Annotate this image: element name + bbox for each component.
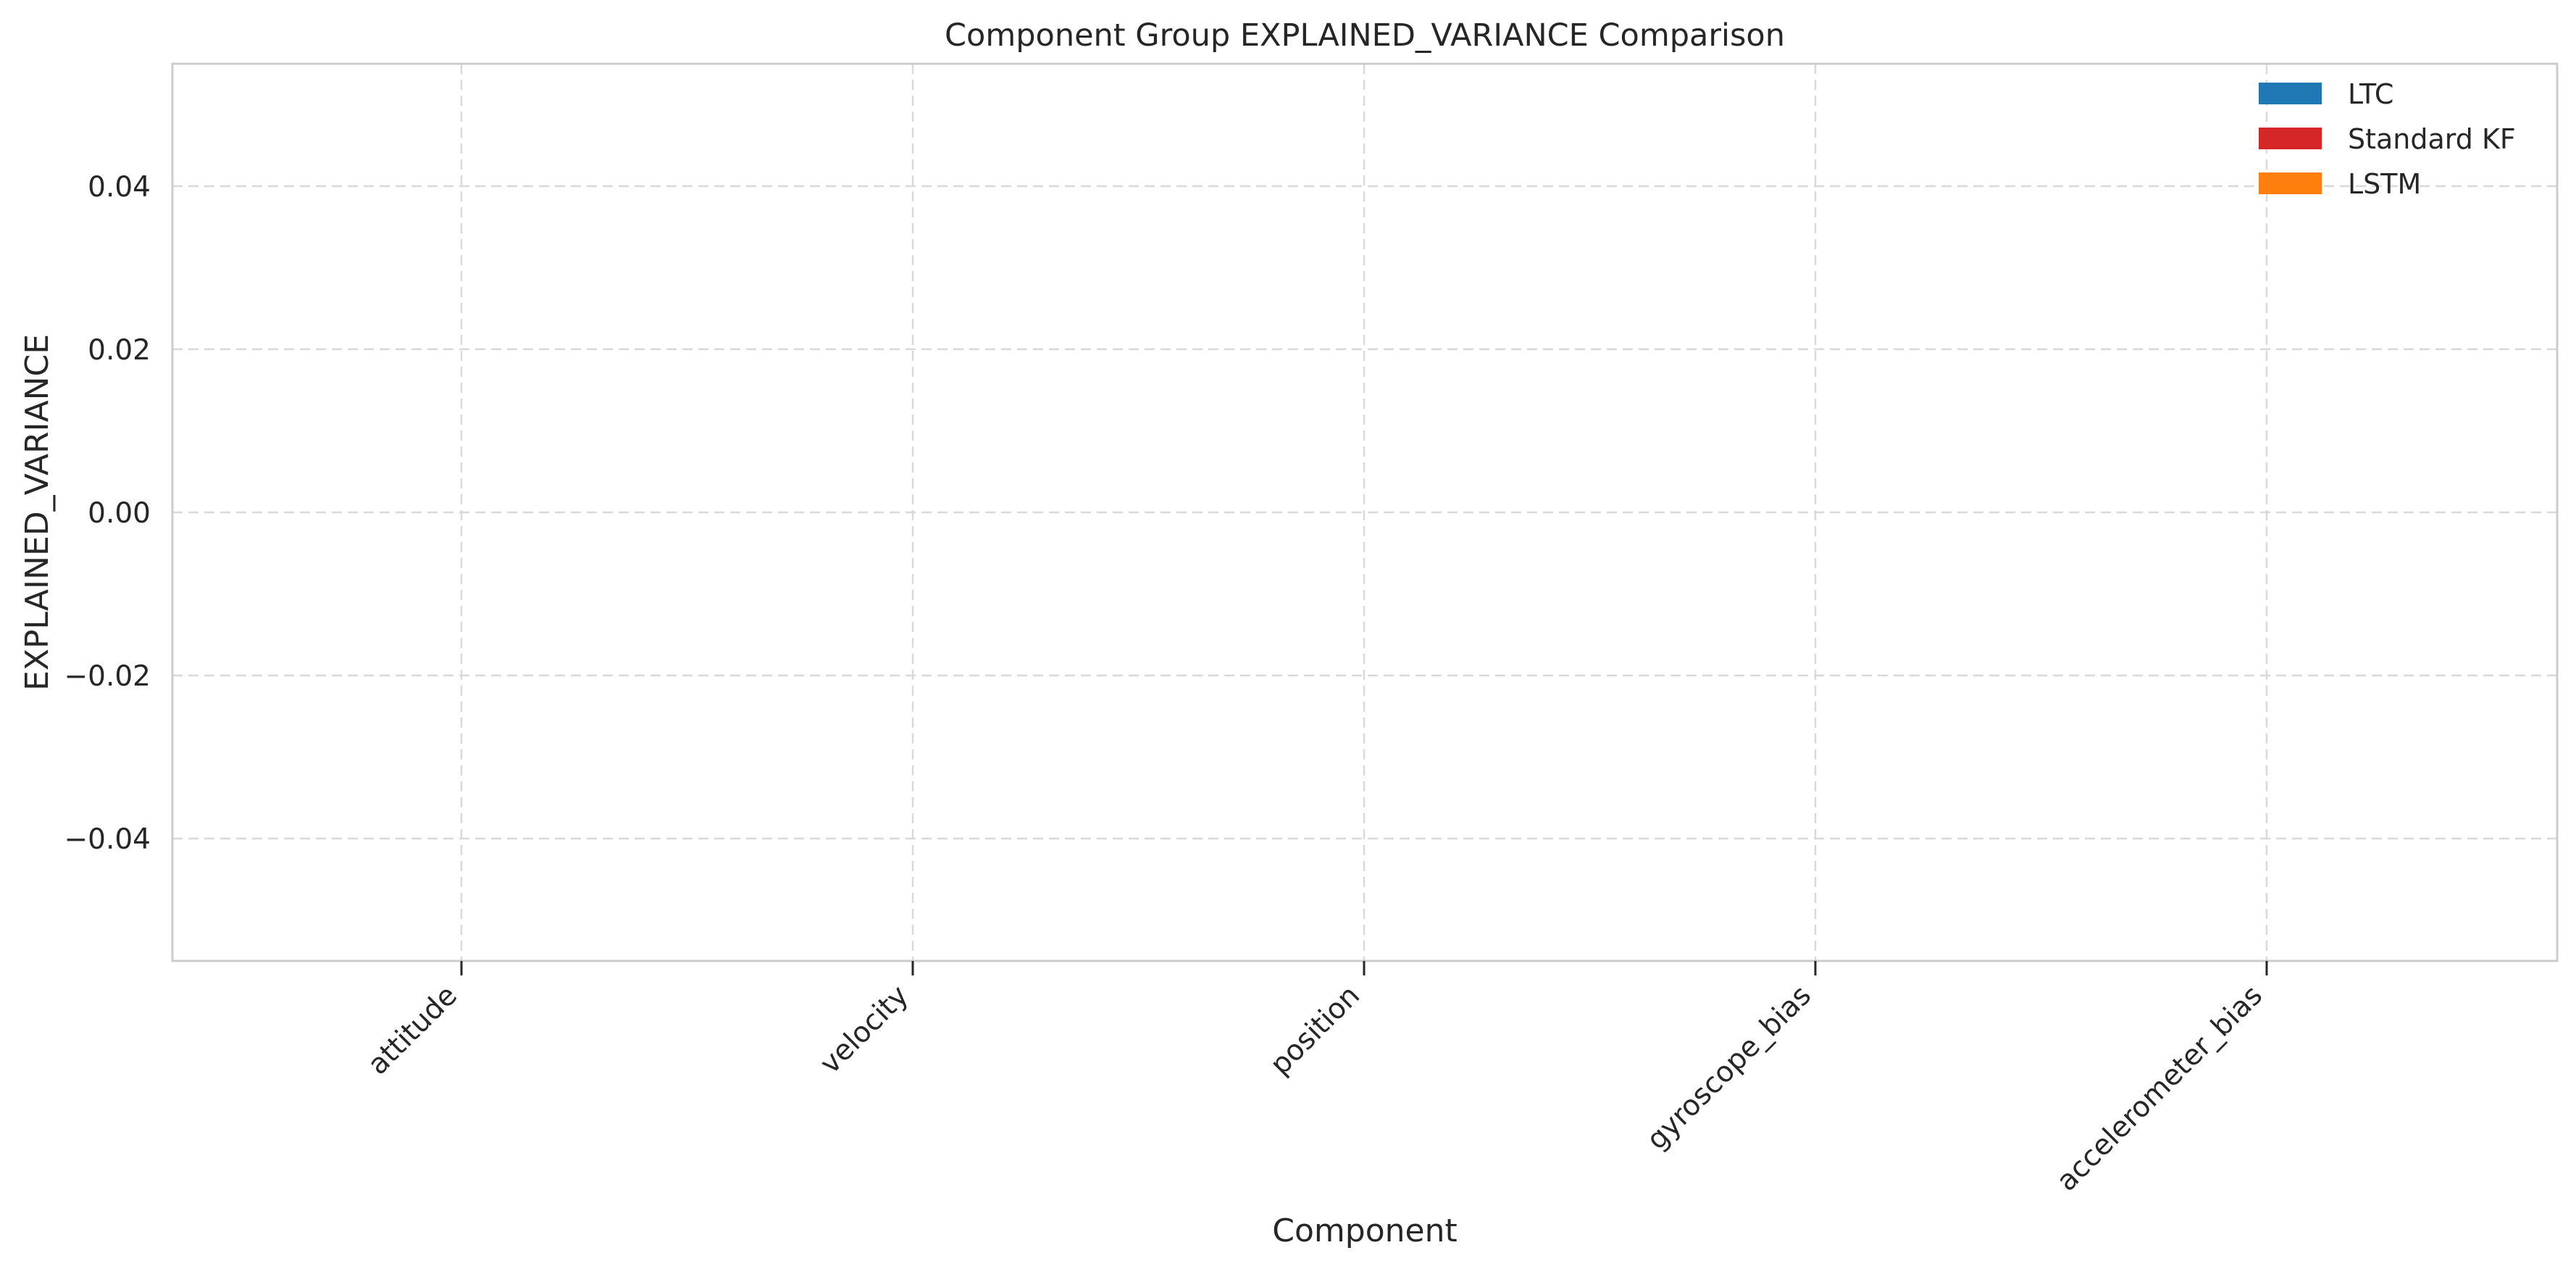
legend-label: Standard KF	[2348, 123, 2516, 155]
legend-swatch	[2259, 83, 2322, 104]
x-tick-label: position	[1264, 979, 1366, 1081]
x-axis-label: Component	[1272, 1212, 1457, 1249]
x-tick-label: gyroscope_bias	[1641, 979, 1818, 1156]
x-tick-label: velocity	[814, 979, 915, 1081]
y-axis-ticks: −0.04 −0.02 0.00 0.02 0.04	[64, 171, 151, 856]
grid-lines	[172, 64, 2557, 961]
y-axis-label: EXPLAINED_VARIANCE	[19, 334, 56, 691]
y-tick-label: 0.04	[88, 171, 151, 204]
legend-label: LTC	[2348, 78, 2393, 110]
y-tick-label: −0.04	[64, 823, 151, 856]
chart-title: Component Group EXPLAINED_VARIANCE Compa…	[945, 17, 1785, 54]
x-axis-ticks: attitude velocity position gyroscope_bias ac…	[361, 961, 2269, 1198]
x-tick-label: accelerometer_bias	[2051, 979, 2269, 1197]
legend: LTC Standard KF LSTM	[2259, 78, 2516, 200]
x-tick-label: attitude	[361, 979, 464, 1081]
legend-swatch	[2259, 128, 2322, 149]
y-tick-label: 0.00	[88, 497, 151, 530]
y-tick-label: −0.02	[64, 660, 151, 693]
legend-swatch	[2259, 172, 2322, 194]
y-tick-label: 0.02	[88, 334, 151, 367]
legend-label: LSTM	[2348, 168, 2421, 200]
